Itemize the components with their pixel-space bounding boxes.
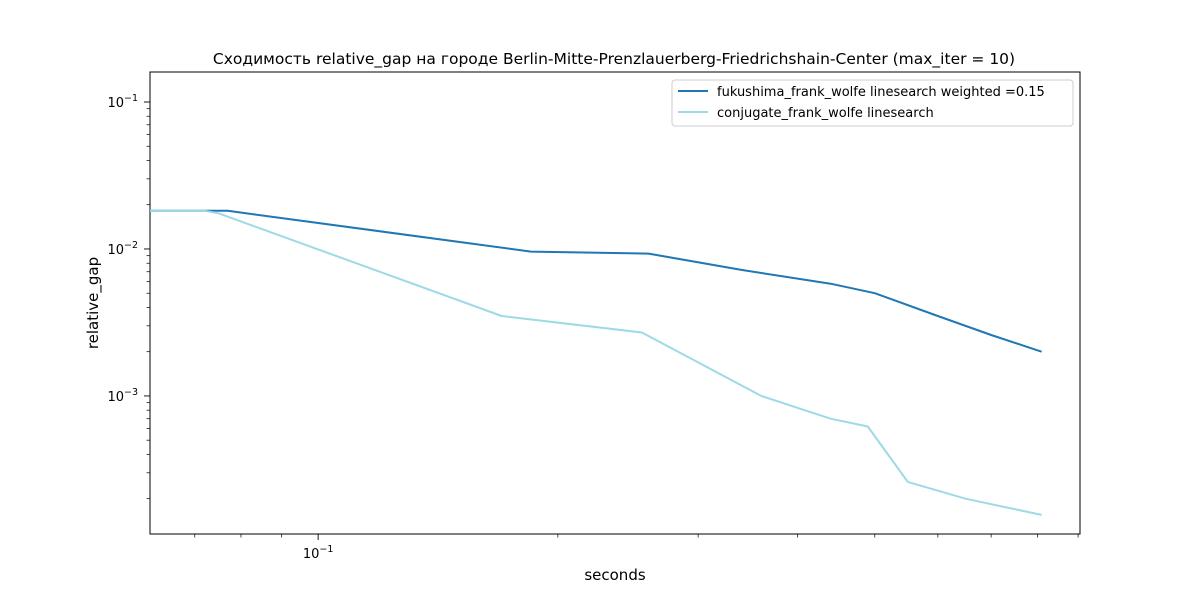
y-axis-label: relative_gap bbox=[84, 257, 103, 349]
legend-box bbox=[671, 79, 1074, 127]
series-line-1 bbox=[150, 209, 1042, 516]
series-layer bbox=[150, 209, 1042, 516]
y-tick-label: 10−3 bbox=[107, 387, 138, 405]
series-line-0 bbox=[150, 209, 1042, 353]
x-axis-label: seconds bbox=[584, 566, 645, 584]
y-tick-label: 10−1 bbox=[107, 93, 138, 111]
plot-area bbox=[149, 71, 1081, 535]
legend-label-conjugate: conjugate_frank_wolfe linesearch bbox=[717, 106, 934, 121]
legend: fukushima_frank_wolfe linesearch weighte… bbox=[671, 79, 1074, 127]
chart-title: Сходимость relative_gap на городе Berlin… bbox=[213, 50, 1015, 69]
y-tick-label: 10−2 bbox=[107, 240, 138, 258]
legend-label-fukushima: fukushima_frank_wolfe linesearch weighte… bbox=[717, 85, 1045, 100]
x-tick-label: 10−1 bbox=[303, 544, 334, 562]
axis-ticks: 10−1 10−3 10−2 10−1 bbox=[107, 93, 1079, 562]
